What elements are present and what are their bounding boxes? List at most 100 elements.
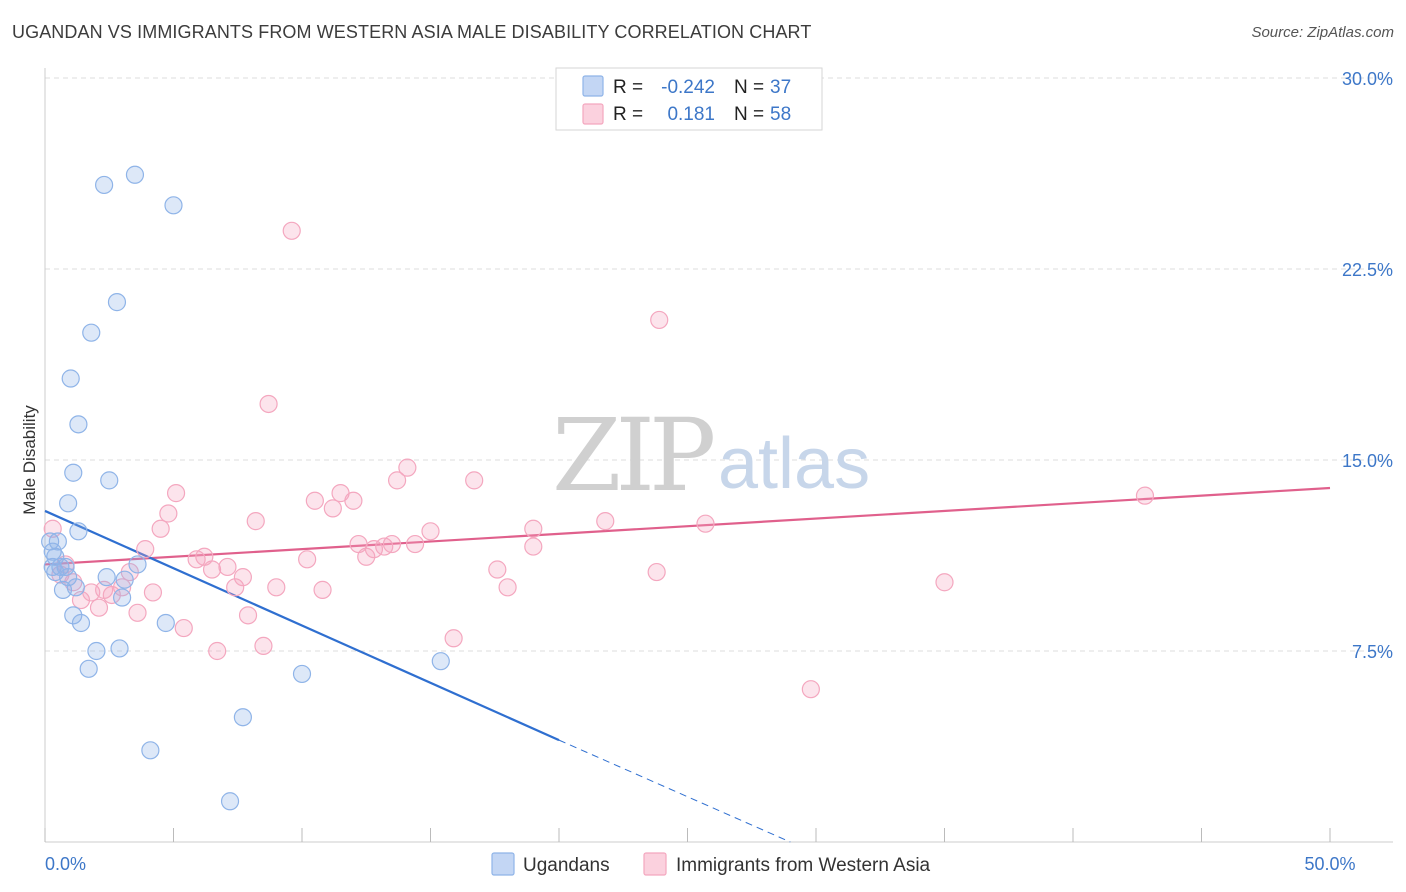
point-ugandans — [100, 471, 119, 490]
point-ugandans — [79, 659, 98, 678]
legend-swatch-immigrants — [582, 103, 604, 125]
point-ugandans — [164, 196, 183, 215]
legend-r-label-2: R = — [613, 104, 643, 125]
source-label: Source: ZipAtlas.com — [1251, 24, 1394, 41]
point-immigrants — [421, 522, 440, 541]
axes — [44, 68, 1393, 843]
point-immigrants — [387, 471, 407, 490]
point-ugandans — [97, 568, 116, 587]
point-immigrants — [596, 512, 615, 531]
point-ugandans — [61, 369, 80, 388]
point-immigrants — [259, 394, 278, 414]
trendline-immigrants — [44, 486, 1331, 566]
x-tick-label: 50.0% — [1304, 854, 1355, 874]
legend-n-value-1: 37 — [770, 77, 791, 98]
legend-r-label-1: R = — [613, 77, 643, 98]
legend-box: R = -0.242 N = 37 R = 0.181 N = 58 — [555, 67, 823, 131]
point-immigrants — [305, 491, 324, 510]
point-immigrants — [202, 560, 222, 579]
point-immigrants — [398, 458, 417, 477]
point-immigrants — [465, 471, 484, 490]
legend-swatch-ugandans — [582, 75, 604, 97]
legend-n-value-2: 58 — [770, 104, 791, 125]
y-tick-label: 7.5% — [1352, 642, 1393, 662]
point-immigrants — [136, 540, 155, 559]
point-ugandans — [292, 664, 312, 684]
point-immigrants — [298, 550, 317, 569]
point-immigrants — [313, 580, 332, 599]
point-immigrants — [524, 537, 543, 556]
watermark-zip: ZIP — [552, 397, 713, 514]
chart-title: UGANDAN VS IMMIGRANTS FROM WESTERN ASIA … — [12, 22, 812, 42]
point-immigrants — [488, 560, 507, 579]
point-ugandans — [59, 494, 78, 513]
point-immigrants — [254, 636, 273, 656]
point-immigrants — [233, 568, 252, 587]
watermark-atlas: atlas — [718, 424, 870, 504]
bottom-legend: Ugandans Immigrants from Western Asia — [491, 852, 931, 876]
y-tick-label: 30.0% — [1342, 69, 1393, 89]
point-immigrants — [444, 629, 463, 648]
legend-r-value-1: -0.242 — [661, 77, 715, 98]
point-immigrants — [801, 680, 820, 699]
point-immigrants — [647, 562, 666, 582]
legend-n-label-1: N = — [734, 77, 764, 98]
point-immigrants — [282, 221, 301, 240]
point-immigrants — [128, 603, 147, 622]
point-ugandans — [125, 165, 145, 184]
legend-n-label-2: N = — [734, 104, 764, 125]
point-immigrants — [238, 606, 258, 625]
point-ugandans — [69, 522, 88, 541]
point-immigrants — [524, 519, 543, 538]
x-tick-label: 0.0% — [45, 854, 86, 874]
point-ugandans — [141, 741, 160, 760]
point-immigrants — [89, 598, 109, 617]
point-immigrants — [498, 578, 517, 597]
point-ugandans — [110, 639, 129, 658]
trendline-ugandans — [44, 509, 560, 742]
point-ugandans — [233, 708, 252, 727]
point-ugandans — [87, 641, 106, 661]
point-ugandans — [48, 532, 67, 551]
point-ugandans — [156, 613, 175, 633]
point-ugandans — [43, 542, 62, 561]
point-ugandans — [64, 606, 83, 625]
y-tick-label: 22.5% — [1342, 260, 1393, 280]
series-ugandans — [41, 165, 450, 811]
point-immigrants — [246, 512, 265, 531]
point-ugandans — [69, 415, 88, 434]
point-ugandans — [46, 562, 65, 582]
gridlines — [45, 77, 1393, 652]
point-immigrants — [696, 514, 715, 533]
point-ugandans — [128, 555, 147, 574]
point-ugandans — [115, 570, 134, 589]
point-ugandans — [82, 323, 101, 342]
legend-r-value-2: 0.181 — [667, 104, 715, 125]
point-immigrants — [1135, 486, 1155, 505]
point-ugandans — [66, 578, 85, 597]
point-immigrants — [650, 310, 669, 330]
point-immigrants — [166, 484, 186, 503]
point-immigrants — [267, 578, 286, 597]
point-ugandans — [431, 652, 450, 671]
bottom-legend-swatch-ugandans — [491, 852, 515, 876]
point-immigrants — [64, 573, 83, 592]
point-immigrants — [344, 491, 363, 510]
point-immigrants — [159, 504, 178, 523]
point-ugandans — [71, 613, 91, 633]
point-ugandans — [220, 792, 240, 811]
bottom-legend-ugandans: Ugandans — [523, 855, 610, 876]
tick-labels: 7.5% 15.0% 22.5% 30.0% 0.0% 50.0% — [45, 69, 1393, 874]
point-immigrants — [174, 618, 193, 638]
point-immigrants — [208, 641, 227, 661]
point-immigrants — [218, 557, 237, 577]
trendline-ugandans-extrapolated — [558, 739, 791, 843]
point-immigrants — [151, 519, 170, 538]
point-immigrants — [357, 547, 376, 566]
point-immigrants — [323, 499, 342, 518]
watermark: ZIP atlas — [552, 397, 870, 514]
series-immigrants-western-asia — [43, 221, 1155, 699]
point-immigrants — [382, 534, 402, 554]
y-tick-label: 15.0% — [1342, 451, 1393, 471]
